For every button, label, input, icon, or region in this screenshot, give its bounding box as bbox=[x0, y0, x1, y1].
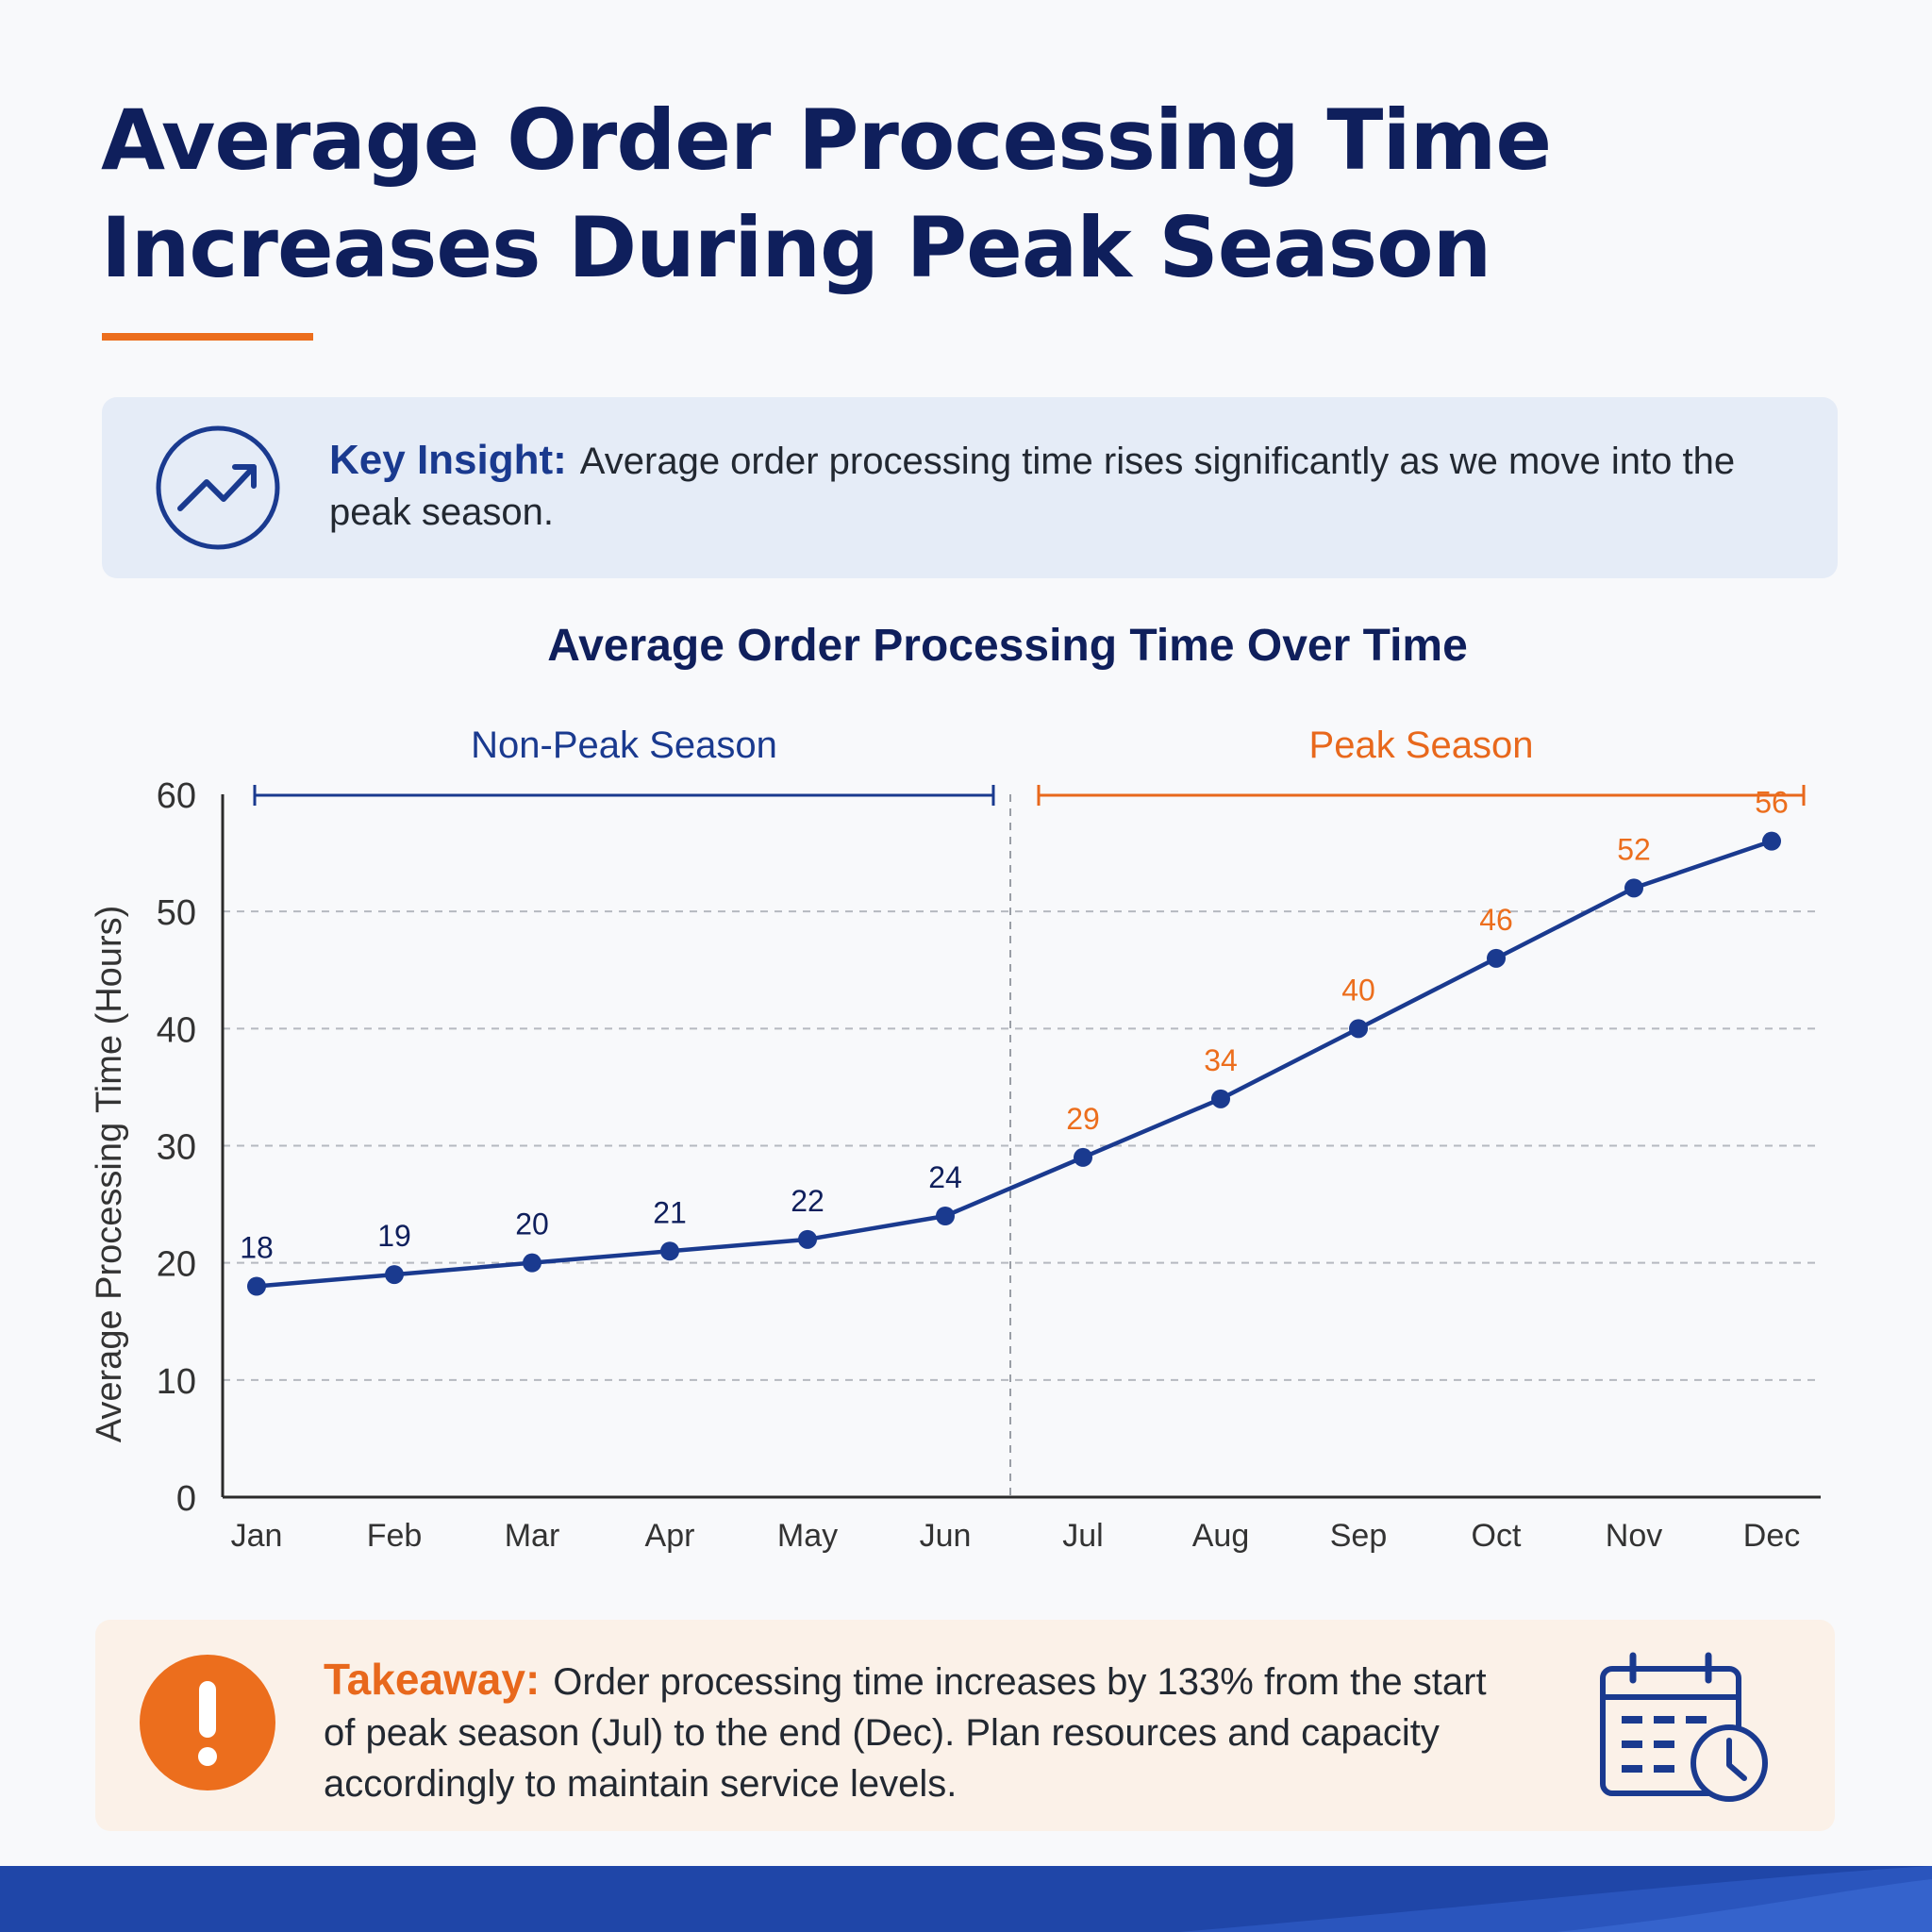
data-label: 40 bbox=[1341, 973, 1375, 1007]
data-label: 22 bbox=[791, 1184, 824, 1218]
page-title-line-1: Average Order Processing Time bbox=[101, 92, 1552, 189]
x-tick-label: Jan bbox=[231, 1518, 283, 1554]
x-tick-label: Jul bbox=[1062, 1518, 1103, 1554]
chart-container: Average Order Processing Time Over Time 0… bbox=[0, 604, 1932, 1604]
data-label: 20 bbox=[515, 1208, 549, 1241]
takeaway-text-block: Takeaway: Order processing time increases… bbox=[324, 1654, 1503, 1809]
x-tick-label: Oct bbox=[1472, 1518, 1522, 1554]
x-tick-label: May bbox=[777, 1518, 838, 1554]
data-point bbox=[660, 1241, 679, 1261]
y-tick-label: 40 bbox=[157, 1010, 196, 1050]
data-point bbox=[1349, 1019, 1368, 1039]
data-label: 29 bbox=[1066, 1102, 1100, 1136]
data-label: 24 bbox=[928, 1160, 962, 1194]
takeaway-card: Takeaway: Order processing time increases… bbox=[95, 1620, 1835, 1831]
y-tick-label: 10 bbox=[157, 1362, 196, 1402]
title-underline bbox=[102, 333, 313, 341]
trend-up-icon bbox=[156, 425, 280, 550]
season-label: Peak Season bbox=[1309, 724, 1534, 766]
data-label: 56 bbox=[1755, 786, 1789, 820]
data-point bbox=[385, 1265, 404, 1285]
page-title: Average Order Processing Time Increases … bbox=[101, 87, 1705, 302]
x-tick-label: Aug bbox=[1192, 1518, 1250, 1554]
takeaway-label: Takeaway: bbox=[324, 1655, 541, 1704]
data-label: 34 bbox=[1204, 1043, 1238, 1077]
insight-label: Key Insight: bbox=[329, 437, 567, 483]
footer-band bbox=[0, 1866, 1932, 1932]
takeaway-body: Order processing time increases by 133% … bbox=[324, 1661, 1487, 1805]
season-label: Non-Peak Season bbox=[471, 724, 777, 766]
data-point bbox=[1074, 1147, 1092, 1167]
footer-wave bbox=[0, 1866, 1932, 1932]
data-label: 52 bbox=[1617, 832, 1651, 866]
y-axis-label: Average Processing Time (Hours) bbox=[90, 906, 129, 1443]
y-tick-label: 30 bbox=[157, 1128, 196, 1168]
data-point bbox=[1624, 878, 1643, 898]
data-point bbox=[523, 1253, 541, 1273]
y-tick-label: 60 bbox=[157, 776, 196, 816]
data-point bbox=[1211, 1089, 1230, 1108]
page-title-line-2: Increases During Peak Season bbox=[101, 199, 1491, 296]
key-insight-card: Key Insight: Average order processing tim… bbox=[102, 397, 1838, 578]
series-line bbox=[256, 839, 1773, 1289]
data-point bbox=[1762, 831, 1781, 851]
data-point bbox=[1487, 948, 1506, 968]
data-point bbox=[936, 1207, 955, 1225]
insight-text-block: Key Insight: Average order processing tim… bbox=[329, 435, 1744, 538]
y-tick-label: 50 bbox=[157, 893, 196, 933]
exclamation-icon bbox=[140, 1655, 275, 1790]
x-tick-label: Mar bbox=[505, 1518, 560, 1554]
y-tick-label: 0 bbox=[176, 1479, 196, 1519]
data-label: 21 bbox=[653, 1195, 687, 1229]
x-tick-label: Feb bbox=[367, 1518, 423, 1554]
x-tick-label: Dec bbox=[1743, 1518, 1800, 1554]
x-tick-label: Sep bbox=[1330, 1518, 1388, 1554]
x-tick-label: Jun bbox=[920, 1518, 972, 1554]
chart-title: Average Order Processing Time Over Time bbox=[547, 621, 1468, 671]
x-tick-label: Nov bbox=[1606, 1518, 1662, 1554]
x-tick-label: Apr bbox=[645, 1518, 695, 1554]
insight-body: Average order processing time rises sign… bbox=[329, 441, 1736, 533]
data-label: 18 bbox=[240, 1231, 274, 1265]
data-label: 46 bbox=[1479, 903, 1513, 937]
y-tick-label: 20 bbox=[157, 1245, 196, 1285]
data-point bbox=[798, 1229, 817, 1249]
data-label: 19 bbox=[377, 1219, 411, 1253]
calendar-clock-icon bbox=[1600, 1652, 1768, 1802]
data-point bbox=[247, 1276, 266, 1296]
line-chart: Average Order Processing Time Over Time 0… bbox=[90, 621, 1821, 1554]
